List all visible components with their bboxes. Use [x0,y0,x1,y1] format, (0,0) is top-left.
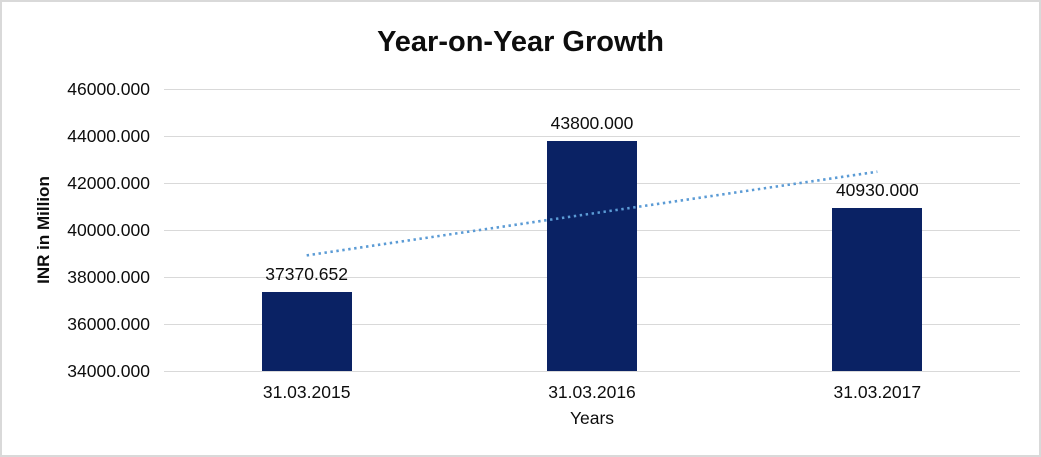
chart-title: Year-on-Year Growth [377,26,664,58]
gridline [164,89,1020,90]
y-tick-label: 40000.000 [67,220,150,240]
bar [547,140,637,371]
data-label: 40930.000 [835,180,919,201]
y-tick-label: 44000.000 [67,126,150,146]
x-tick-label: 31.03.2017 [833,382,922,402]
trendline [306,170,878,257]
y-tick-label: 36000.000 [67,314,150,334]
data-label: 37370.652 [265,263,349,284]
bar [832,208,923,371]
x-axis-title: Years [569,408,615,428]
bar [261,291,352,371]
data-label: 43800.000 [550,112,634,133]
gridline [164,371,1020,372]
y-tick-label: 42000.000 [67,173,150,193]
y-tick-label: 38000.000 [67,267,150,287]
gridline [164,136,1020,137]
y-tick-label: 34000.000 [67,361,150,381]
x-tick-label: 31.03.2015 [262,382,351,402]
x-tick-label: 31.03.2016 [548,382,636,402]
y-tick-label: 46000.000 [67,79,150,99]
